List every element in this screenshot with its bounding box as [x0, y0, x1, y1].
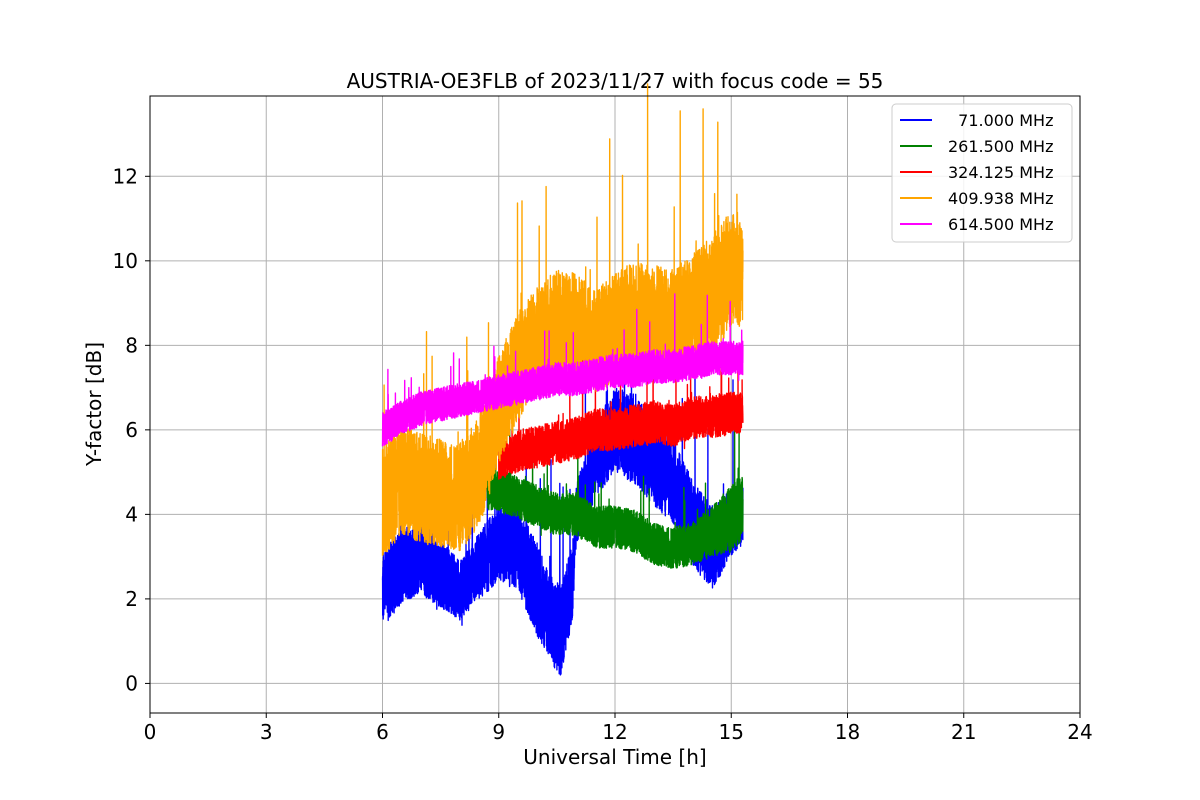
x-tick-label: 15 [719, 720, 744, 744]
legend-label: 409.938 MHz [948, 189, 1053, 208]
x-tick-label: 3 [260, 720, 273, 744]
y-tick-label: 2 [125, 587, 138, 611]
series-line [381, 83, 744, 556]
x-tick-label: 21 [951, 720, 976, 744]
y-tick-label: 6 [125, 418, 138, 442]
x-tick-label: 24 [1067, 720, 1092, 744]
series-layer [381, 83, 744, 676]
x-tick-label: 0 [144, 720, 157, 744]
x-tick-label: 12 [602, 720, 627, 744]
series-line [486, 409, 744, 569]
x-axis-label: Universal Time [h] [523, 745, 706, 769]
y-tick-label: 0 [125, 671, 138, 695]
legend-label: 324.125 MHz [948, 163, 1053, 182]
y-tick-label: 4 [125, 502, 138, 526]
legend-label: 261.500 MHz [948, 137, 1053, 156]
legend-label: 614.500 MHz [948, 215, 1053, 234]
series-line [498, 337, 744, 480]
x-tick-label: 18 [835, 720, 860, 744]
chart-title: AUSTRIA-OE3FLB of 2023/11/27 with focus … [347, 69, 884, 93]
x-tick-label: 9 [492, 720, 505, 744]
y-tick-label: 10 [113, 249, 138, 273]
series-line [381, 293, 744, 447]
legend-box [891, 103, 1073, 243]
y-axis-label: Y-factor [dB] [82, 342, 106, 467]
legend: 71.000 MHz 261.500 MHz 324.125 MHz 409.938 … [891, 103, 1073, 243]
legend-label: 71.000 MHz [948, 111, 1053, 130]
y-tick-label: 12 [113, 164, 138, 188]
y-tick-label: 8 [125, 333, 138, 357]
x-tick-label: 6 [376, 720, 389, 744]
